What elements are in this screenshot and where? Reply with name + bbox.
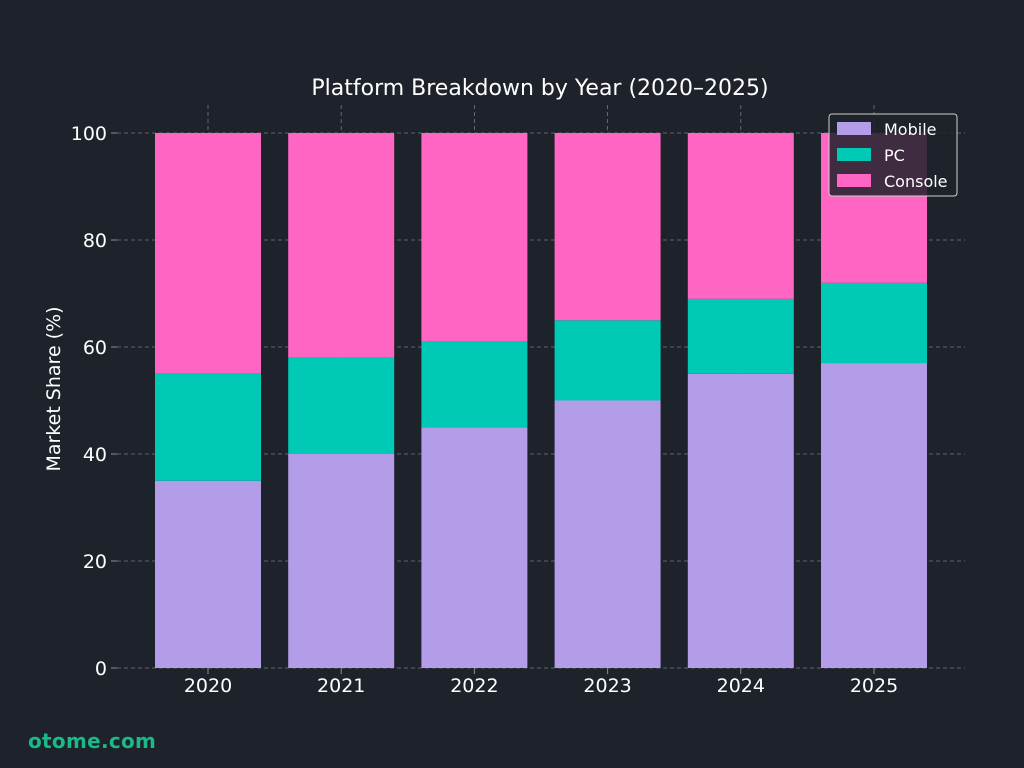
legend-swatch-mobile [837,122,871,135]
y-axis-label: Market Share (%) [43,306,65,471]
bar-console-2022 [421,133,528,342]
x-tick-label: 2023 [583,675,631,697]
y-tick-label: 60 [83,337,107,359]
bar-console-2023 [554,133,661,321]
legend: Mobile PC Console [828,113,958,197]
y-tick-label: 0 [95,658,107,680]
legend-label-pc: PC [884,146,905,165]
bar-pc-2020 [155,373,261,481]
bar-console-2020 [155,133,261,374]
bar-pc-2021 [288,357,395,454]
bar-console-2024 [687,133,794,299]
y-tick-label: 80 [83,230,107,252]
y-tick-label: 100 [71,123,107,145]
bars [155,133,927,668]
watermark-logo: otome.com [28,729,157,753]
bar-mobile-2025 [821,363,927,668]
bar-mobile-2024 [687,373,794,668]
x-tick-label: 2020 [184,675,232,697]
bar-pc-2022 [421,341,528,428]
chart-title: Platform Breakdown by Year (2020–2025) [311,76,768,101]
bar-pc-2023 [554,320,661,401]
x-tick-label: 2021 [317,675,365,697]
bar-mobile-2021 [288,454,395,668]
bar-pc-2024 [687,298,794,374]
y-tick-label: 40 [83,444,107,466]
bar-mobile-2020 [155,480,261,668]
x-tick-label: 2024 [717,675,765,697]
legend-label-console: Console [884,172,948,191]
x-tick-label: 2025 [850,675,898,697]
bar-mobile-2023 [554,400,661,668]
legend-label-mobile: Mobile [884,120,936,139]
x-tick-label: 2022 [450,675,498,697]
bar-pc-2025 [821,282,927,364]
legend-swatch-console [837,174,871,187]
tick-labels: 0 20 40 60 80 100 2020 2021 2022 2023 2024 2025 [71,123,898,697]
y-tick-label: 20 [83,551,107,573]
legend-swatch-pc [837,148,871,161]
bar-console-2021 [288,133,395,358]
bar-mobile-2022 [421,427,528,668]
